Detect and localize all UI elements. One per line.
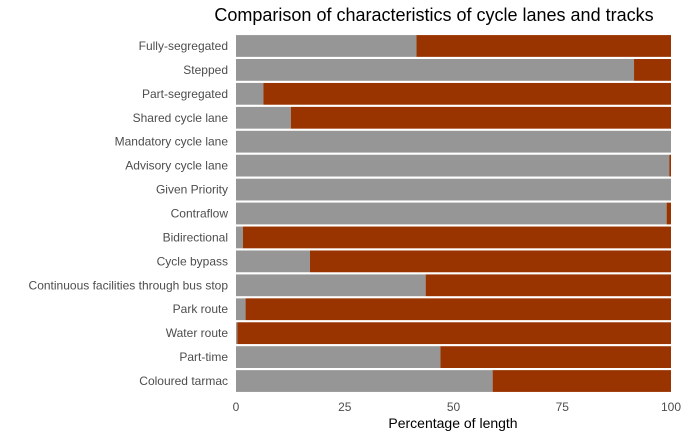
- x-tick-label-100: 100: [661, 400, 681, 414]
- bar-continuous-facilities-through-bus-stop-series-2: [425, 274, 671, 297]
- x-tick-label-25: 25: [338, 400, 352, 414]
- bar-contraflow-series-2: [666, 202, 671, 225]
- bar-cycle-bypass-series-2: [309, 250, 671, 273]
- bar-continuous-facilities-through-bus-stop-series-1: [236, 274, 426, 297]
- bar-shared-cycle-lane-series-1: [236, 106, 291, 129]
- category-label-fully-segregated: Fully-segregated: [139, 39, 228, 53]
- category-label-continuous-facilities-through-bus-stop: Continuous facilities through bus stop: [29, 278, 229, 292]
- bar-part-time-series-1: [236, 346, 441, 368]
- bar-stepped-series-2: [634, 59, 671, 81]
- category-label-given-priority: Given Priority: [156, 183, 228, 197]
- category-label-cycle-bypass: Cycle bypass: [157, 254, 228, 268]
- bar-fully-segregated-series-2: [416, 35, 671, 57]
- bar-mandatory-cycle-lane-series-1: [236, 130, 671, 153]
- bar-part-segregated-series-1: [236, 82, 264, 105]
- bar-part-time-series-2: [440, 346, 671, 368]
- bar-park-route-series-1: [236, 298, 246, 321]
- bar-contraflow-series-1: [236, 202, 667, 225]
- bar-part-segregated-series-2: [263, 82, 671, 105]
- category-label-part-time: Part-time: [179, 350, 228, 364]
- chart-title: Comparison of characteristics of cycle l…: [214, 5, 653, 25]
- bar-shared-cycle-lane-series-2: [290, 106, 671, 129]
- bar-fully-segregated-series-1: [236, 35, 417, 57]
- category-label-bidirectional: Bidirectional: [163, 230, 228, 244]
- category-label-part-segregated: Part-segregated: [142, 87, 228, 101]
- bar-coloured-tarmac-series-2: [492, 370, 671, 392]
- bar-coloured-tarmac-series-1: [236, 370, 493, 392]
- x-tick-label-75: 75: [556, 400, 570, 414]
- bar-given-priority-series-1: [236, 178, 671, 201]
- bar-stepped-series-1: [236, 59, 635, 81]
- category-label-coloured-tarmac: Coloured tarmac: [139, 374, 228, 388]
- category-label-water-route: Water route: [166, 326, 229, 340]
- bar-bidirectional-series-1: [236, 226, 243, 249]
- bar-advisory-cycle-lane-series-1: [236, 154, 670, 177]
- x-tick-label-0: 0: [233, 400, 240, 414]
- category-label-advisory-cycle-lane: Advisory cycle lane: [125, 159, 228, 173]
- bar-water-route-series-1: [236, 322, 238, 345]
- x-axis-ticks: 0 25 50 75 100: [233, 400, 682, 414]
- bars-group: [236, 35, 671, 392]
- category-label-park-route: Park route: [173, 302, 229, 316]
- bar-cycle-bypass-series-1: [236, 250, 310, 273]
- x-tick-label-50: 50: [447, 400, 461, 414]
- bar-advisory-cycle-lane-series-2: [669, 154, 671, 177]
- category-labels: Fully-segregated Stepped Part-segregated Sh…: [29, 39, 229, 388]
- category-label-mandatory-cycle-lane: Mandatory cycle lane: [115, 135, 229, 149]
- category-label-shared-cycle-lane: Shared cycle lane: [133, 111, 229, 125]
- category-label-contraflow: Contraflow: [171, 207, 229, 221]
- bar-park-route-series-2: [245, 298, 671, 321]
- bar-water-route-series-2: [237, 322, 671, 345]
- bar-bidirectional-series-2: [242, 226, 671, 249]
- category-label-stepped: Stepped: [183, 63, 228, 77]
- x-axis-title: Percentage of length: [388, 415, 517, 431]
